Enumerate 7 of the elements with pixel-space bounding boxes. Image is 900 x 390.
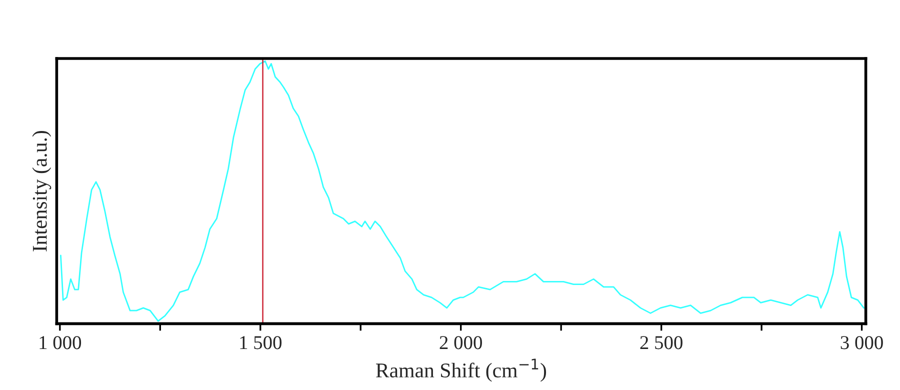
y-axis-title: Intensity (a.u.) (32, 130, 52, 252)
x-axis-title: Raman Shift (cm$^{−1}$) (376, 358, 546, 382)
x-tick-label: 2 500 (640, 336, 682, 350)
x-tick-label: 1 500 (240, 336, 282, 350)
x-tick-label: 1 000 (40, 336, 82, 350)
x-tick-label: 2 000 (440, 336, 482, 350)
x-tick-label: 3 000 (840, 336, 883, 350)
